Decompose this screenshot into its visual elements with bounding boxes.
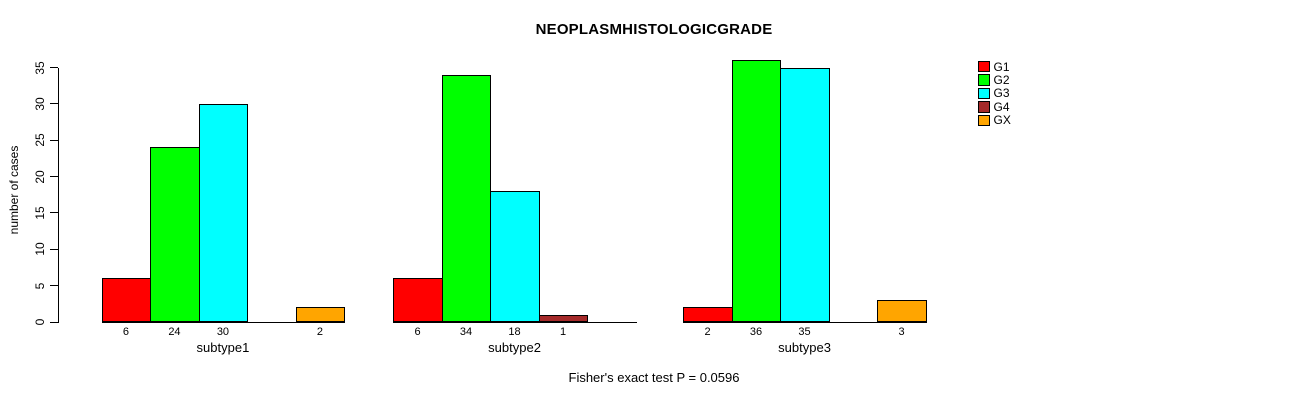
y-tick (50, 176, 58, 178)
bar-value-label: 1 (559, 325, 567, 338)
bar-g2-subtype1 (150, 147, 200, 322)
legend: G1 G2 G3 G4 GX (978, 60, 1011, 127)
y-tick (50, 67, 58, 68)
bar-value-label: 6 (414, 325, 421, 338)
legend-label: G3 (993, 86, 1010, 101)
y-tick-label: 25 (33, 133, 47, 147)
bar-value-label: 30 (216, 325, 230, 338)
legend-item-g3: G3 (978, 87, 1011, 100)
bar-g3-subtype2 (490, 191, 540, 322)
legend-label: G1 (993, 59, 1010, 74)
legend-swatch-g3 (978, 87, 990, 100)
legend-item-g4: G4 (978, 100, 1011, 113)
legend-swatch-g4 (978, 101, 990, 113)
y-tick-label: 30 (33, 97, 47, 111)
y-tick-label: 35 (33, 60, 47, 75)
bar-value-label: 6 (122, 325, 129, 338)
y-tick-label: 10 (33, 242, 47, 256)
bar-g3-subtype1 (198, 103, 249, 322)
legend-item-g1: G1 (978, 60, 1011, 73)
y-tick-label: 0 (33, 318, 47, 326)
bar-gx-subtype1 (295, 307, 346, 322)
legend-swatch-gx (978, 114, 990, 126)
y-tick (50, 103, 58, 105)
bar-value-label: 36 (749, 325, 763, 338)
y-tick-label: 15 (33, 206, 47, 220)
bar-value-label: 18 (508, 325, 521, 338)
bar-g2-subtype3 (731, 60, 782, 322)
bar-value-label: 24 (168, 325, 181, 338)
bar-value-label: 3 (898, 325, 905, 338)
bar-value-label: 2 (704, 325, 711, 338)
group-baseline (101, 322, 346, 323)
y-tick-label: 20 (33, 169, 47, 184)
legend-label: G4 (993, 99, 1010, 114)
bar-value-label: 34 (459, 325, 473, 338)
y-tick (50, 248, 58, 250)
bar-value-label: 2 (316, 325, 323, 338)
y-tick (50, 212, 58, 214)
bar-g1-subtype2 (393, 278, 443, 322)
bar-g1-subtype1 (101, 278, 152, 322)
y-axis-line (58, 67, 59, 323)
bar-g3-subtype3 (780, 67, 830, 322)
x-axis-group-label: subtype1 (196, 340, 250, 355)
legend-swatch-g1 (978, 60, 990, 73)
y-tick (50, 321, 58, 323)
group-baseline (683, 322, 927, 323)
y-tick (50, 285, 58, 287)
y-tick-label: 5 (33, 282, 47, 289)
group-baseline (393, 322, 637, 323)
x-axis-group-label: subtype3 (778, 340, 831, 355)
fisher-test-annotation: Fisher's exact test P = 0.0596 (568, 370, 740, 385)
bar-value-label: 35 (798, 325, 811, 338)
x-axis-group-label: subtype2 (488, 340, 541, 355)
legend-label: G2 (993, 73, 1010, 88)
bar-g4-subtype2 (538, 314, 589, 322)
legend-item-g2: G2 (978, 73, 1011, 86)
bar-gx-subtype3 (877, 300, 927, 322)
chart-title: NEOPLASMHISTOLOGICGRADE (535, 21, 773, 38)
bar-g1-subtype3 (683, 307, 733, 322)
legend-item-gx: GX (978, 114, 1011, 127)
legend-swatch-g2 (978, 74, 990, 86)
y-tick (50, 139, 58, 141)
legend-label: GX (993, 113, 1011, 128)
bar-g2-subtype2 (441, 74, 492, 322)
y-axis-title: number of cases (7, 145, 21, 235)
